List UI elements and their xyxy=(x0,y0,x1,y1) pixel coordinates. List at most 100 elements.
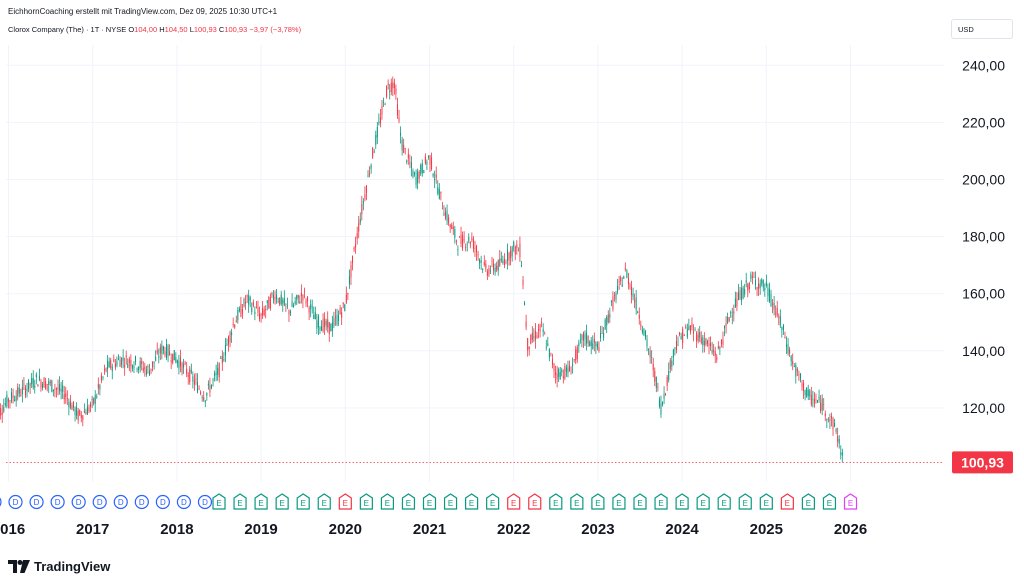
candle-body xyxy=(593,338,595,343)
candle-body xyxy=(338,314,340,322)
candle-body xyxy=(29,383,31,386)
candle-body xyxy=(778,316,780,318)
candle-body xyxy=(240,303,242,317)
year-tick-label: 2024 xyxy=(665,521,699,538)
earnings-marker-letter: E xyxy=(722,499,727,508)
candle-body xyxy=(127,363,129,368)
candle-body xyxy=(350,265,352,278)
price-tick-label: 180,00 xyxy=(962,229,1005,245)
candle-body xyxy=(700,337,702,343)
candle-body xyxy=(40,381,42,388)
candle-body xyxy=(840,453,842,455)
candle-body xyxy=(344,304,346,311)
candle-body xyxy=(288,310,290,315)
tradingview-logo[interactable]: TradingView xyxy=(8,557,110,575)
earnings-marker xyxy=(780,493,794,510)
candle-body xyxy=(755,279,757,286)
candle-body xyxy=(321,326,323,331)
candle-body xyxy=(691,323,693,328)
candle-body xyxy=(262,308,264,316)
candle-body xyxy=(412,170,414,178)
candle-body xyxy=(431,157,433,170)
candle-body xyxy=(747,284,749,291)
candle-body xyxy=(215,372,217,375)
candle-body xyxy=(144,366,146,370)
candle-body xyxy=(555,372,557,376)
candle-body xyxy=(500,259,502,261)
candle-body xyxy=(784,337,786,339)
candle-body xyxy=(328,322,330,334)
currency-button[interactable]: USD xyxy=(951,19,1013,39)
candle-body xyxy=(147,366,149,368)
low-value: 100,93 xyxy=(193,25,217,34)
last-price-label: 100,93 xyxy=(961,454,1004,470)
candle-body xyxy=(503,258,505,266)
candle-body xyxy=(325,320,327,326)
candle-body xyxy=(579,339,581,341)
candle-body xyxy=(73,401,75,408)
candle-body xyxy=(823,404,825,406)
earnings-marker-letter: E xyxy=(764,499,769,508)
candle-body xyxy=(206,392,208,396)
candle-body xyxy=(596,343,598,348)
candle-body xyxy=(547,343,549,346)
candle-body xyxy=(122,357,124,361)
candle-body xyxy=(276,294,278,300)
earnings-marker xyxy=(486,493,500,510)
candle-body xyxy=(821,398,823,411)
candle-body xyxy=(651,356,653,358)
candle-body xyxy=(424,156,426,164)
year-tick-label: 2016 xyxy=(0,521,25,538)
candle-body xyxy=(259,313,261,320)
candle-body xyxy=(265,309,267,311)
candle-body xyxy=(69,400,71,408)
candle-body xyxy=(395,88,397,94)
candle-body xyxy=(86,406,88,415)
candle-body xyxy=(218,363,220,378)
candle-body xyxy=(97,384,99,389)
candle-body xyxy=(507,249,509,261)
candle-body xyxy=(241,308,243,314)
candle-body xyxy=(313,315,315,320)
candle-body xyxy=(809,390,811,397)
candle-body xyxy=(689,325,691,333)
candle-body xyxy=(291,301,293,308)
earnings-marker-letter: E xyxy=(448,499,453,508)
candle-body xyxy=(710,343,712,347)
candle-body xyxy=(296,295,298,300)
candle-body xyxy=(569,365,571,372)
candle-body xyxy=(32,377,34,388)
earnings-marker-letter: E xyxy=(743,499,748,508)
candle-body xyxy=(317,316,319,328)
earnings-marker-letter: E xyxy=(848,499,853,508)
candle-body xyxy=(804,390,806,396)
candle-body xyxy=(720,340,722,345)
candle-body xyxy=(736,299,738,307)
candle-body xyxy=(680,336,682,340)
candle-body xyxy=(706,340,708,345)
candle-body xyxy=(468,236,470,242)
candle-body xyxy=(353,247,355,250)
candle-body xyxy=(486,271,488,276)
dividend-marker-letter: D xyxy=(55,498,61,507)
candle-body xyxy=(334,316,336,318)
candle-body xyxy=(711,350,713,353)
candle-body xyxy=(79,409,81,415)
candle-body xyxy=(573,359,575,360)
year-tick-label: 2021 xyxy=(413,521,446,538)
candle-body xyxy=(297,294,299,299)
candle-body xyxy=(517,250,519,252)
earnings-marker xyxy=(338,493,352,510)
earnings-marker xyxy=(801,493,815,510)
candle-body xyxy=(460,234,462,244)
candle-body xyxy=(229,332,231,342)
candle-body xyxy=(617,286,619,292)
candle-body xyxy=(463,238,465,241)
earnings-marker-letter: E xyxy=(658,499,663,508)
candle-body xyxy=(626,270,628,278)
earnings-marker-letter: E xyxy=(700,499,705,508)
candle-body xyxy=(131,365,133,369)
candle-body xyxy=(251,307,253,312)
candle-body xyxy=(290,311,292,314)
